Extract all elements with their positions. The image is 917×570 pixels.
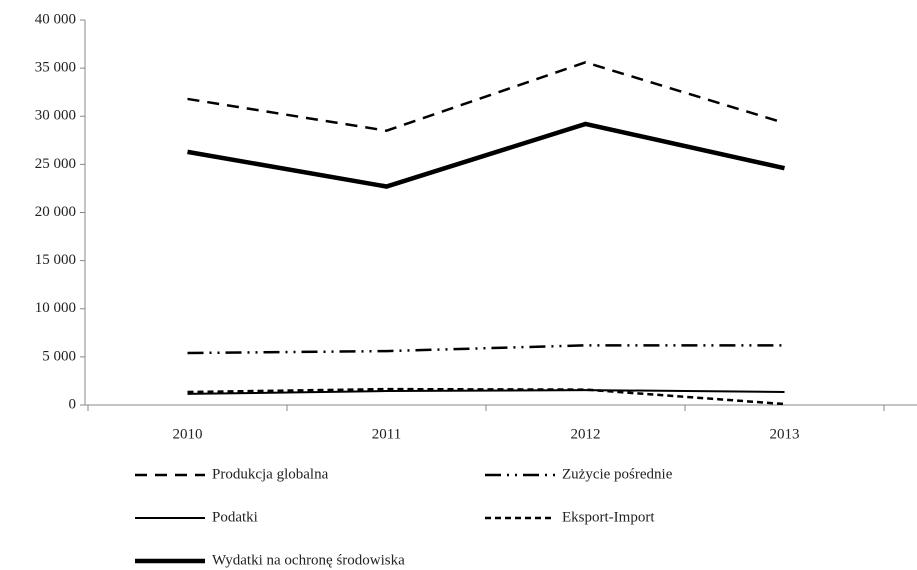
legend-label: Produkcja globalna: [212, 466, 329, 482]
x-tick-label: 2012: [571, 426, 601, 442]
x-tick-label: 2011: [372, 426, 401, 442]
y-tick-label: 0: [69, 396, 77, 412]
y-tick-label: 15 000: [35, 252, 76, 268]
y-tick-label: 10 000: [35, 300, 76, 316]
legend-label: Wydatki na ochronę środowiska: [212, 552, 405, 568]
legend-label: Podatki: [212, 509, 258, 525]
y-tick-label: 5 000: [42, 348, 76, 364]
series-line: [187, 344, 785, 355]
legend-label: Eksport-Import: [562, 509, 655, 525]
y-tick-label: 30 000: [35, 108, 76, 124]
y-tick-label: 25 000: [35, 156, 76, 172]
series-line: [187, 121, 785, 189]
series-line: [187, 61, 785, 132]
series-line: [187, 389, 785, 395]
x-tick-label: 2010: [173, 426, 203, 442]
legend-label: Zużycie pośrednie: [562, 466, 673, 482]
x-tick-label: 2013: [770, 426, 800, 442]
y-tick-label: 40 000: [35, 11, 76, 27]
y-tick-label: 35 000: [35, 60, 76, 76]
y-tick-label: 20 000: [35, 204, 76, 220]
